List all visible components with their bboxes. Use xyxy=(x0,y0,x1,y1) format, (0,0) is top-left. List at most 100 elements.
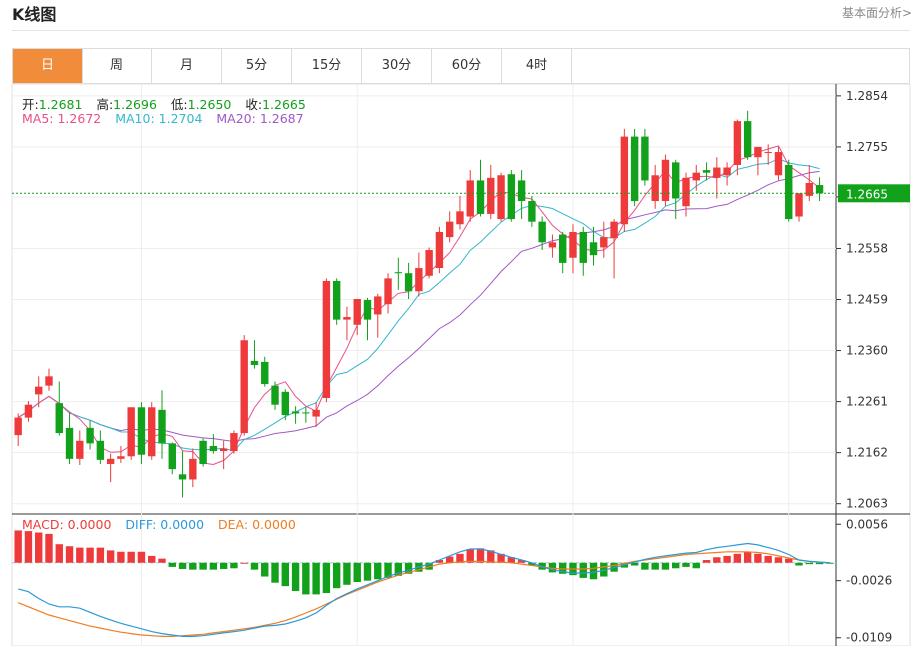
close-label: 收: xyxy=(245,97,263,112)
dea-line xyxy=(17,551,830,638)
macd-bar xyxy=(723,555,731,563)
candle-body xyxy=(723,167,731,176)
macd-bar xyxy=(199,562,207,570)
candle-body xyxy=(497,175,505,220)
tab-5min[interactable]: 5分 xyxy=(222,49,292,83)
macd-bar xyxy=(137,551,146,563)
macd-tick-label: -0.0109 xyxy=(846,631,892,645)
low-value: 1.2650 xyxy=(187,97,232,112)
candle-body xyxy=(14,417,22,436)
candle-body xyxy=(538,221,546,243)
macd-bar xyxy=(826,562,834,564)
candle-body xyxy=(517,180,526,202)
high-label: 高: xyxy=(96,97,114,112)
macd-bar xyxy=(271,562,279,583)
tab-monthly[interactable]: 月 xyxy=(152,49,222,83)
candle-body xyxy=(425,250,433,276)
macd-bar xyxy=(456,553,464,563)
macd-bar xyxy=(55,544,63,563)
candle-body xyxy=(774,152,783,176)
macd-bar xyxy=(404,562,413,574)
candle-body xyxy=(630,136,639,202)
macd-bar xyxy=(127,551,135,563)
macd-value: 0.0000 xyxy=(67,517,112,532)
macd-bar xyxy=(445,556,454,563)
candle-body xyxy=(672,162,680,199)
candle-body xyxy=(589,242,598,256)
candle-body xyxy=(641,136,649,181)
macd-bar xyxy=(733,553,742,563)
macd-bar xyxy=(353,562,361,583)
high-value: 1.2696 xyxy=(113,97,157,112)
macd-bar xyxy=(76,547,84,563)
macd-bar xyxy=(189,562,197,570)
candle-body xyxy=(651,175,659,202)
macd-bar xyxy=(343,562,351,585)
macd-bar xyxy=(538,562,546,570)
macd-bar xyxy=(168,562,176,567)
candle-body xyxy=(404,273,413,292)
macd-bar xyxy=(764,555,772,563)
candle-body xyxy=(456,211,464,225)
macd-bar xyxy=(795,562,803,566)
macd-bar xyxy=(24,531,33,563)
candle-body xyxy=(271,385,279,405)
chart-frame xyxy=(11,84,911,646)
candle-body xyxy=(733,121,742,165)
ma20-value: 1.2687 xyxy=(259,111,304,126)
macd-bar xyxy=(363,562,372,581)
low-label: 低: xyxy=(170,97,188,112)
candle-body xyxy=(363,300,372,320)
dea-value: 0.0000 xyxy=(252,517,296,532)
macd-bar xyxy=(158,558,166,563)
candle-body xyxy=(394,272,403,274)
candle-body xyxy=(24,404,33,418)
macd-bar xyxy=(281,562,289,587)
price-tick-label: 1.2162 xyxy=(846,446,888,460)
price-tick-label: 1.2063 xyxy=(846,497,888,511)
macd-bar xyxy=(476,548,485,563)
candle-body xyxy=(661,159,670,202)
tab-60min[interactable]: 60分 xyxy=(432,49,502,83)
kline-chart[interactable]: 1.28541.27551.26581.25581.24591.23601.22… xyxy=(0,84,922,646)
candle-body xyxy=(487,177,495,214)
candle-body xyxy=(86,427,94,444)
candle-body xyxy=(610,221,618,239)
candle-body xyxy=(332,280,341,320)
macd-bar xyxy=(497,553,505,563)
macd-bar xyxy=(559,562,567,574)
candle-body xyxy=(291,411,300,414)
macd-bar xyxy=(261,562,269,577)
tab-15min[interactable]: 15分 xyxy=(292,49,362,83)
diff-label: DIFF: xyxy=(125,517,161,532)
macd-tick-label: 0.0056 xyxy=(846,517,888,531)
open-value: 1.2681 xyxy=(38,97,83,112)
candle-body xyxy=(548,242,557,248)
candle-body xyxy=(579,231,587,263)
last-price-tag xyxy=(838,184,910,203)
candle-body xyxy=(692,172,700,181)
candle-body xyxy=(754,146,762,158)
candle-body xyxy=(127,407,135,457)
candle-body xyxy=(281,391,289,416)
macd-bar xyxy=(14,530,22,563)
price-tick-label: 1.2459 xyxy=(846,293,888,307)
price-tick-label: 1.2558 xyxy=(846,241,888,255)
macd-bar xyxy=(312,562,320,595)
tab-daily[interactable]: 日 xyxy=(13,49,83,83)
tab-4hour[interactable]: 4时 xyxy=(502,49,572,83)
candle-body xyxy=(702,170,711,173)
macd-bar xyxy=(117,551,125,563)
candle-body xyxy=(178,474,187,480)
macd-bar xyxy=(589,562,598,580)
candle-body xyxy=(148,407,156,457)
fundamental-analysis-link[interactable]: 基本面分析> xyxy=(841,6,912,20)
candle-body xyxy=(45,376,53,386)
last-price-label: 1.2665 xyxy=(846,187,888,201)
tab-30min[interactable]: 30分 xyxy=(362,49,432,83)
macd-bar xyxy=(702,560,711,563)
tab-weekly[interactable]: 周 xyxy=(82,49,152,83)
candle-body xyxy=(528,201,536,222)
macd-label: MACD: xyxy=(22,517,68,532)
macd-bar xyxy=(507,557,516,563)
